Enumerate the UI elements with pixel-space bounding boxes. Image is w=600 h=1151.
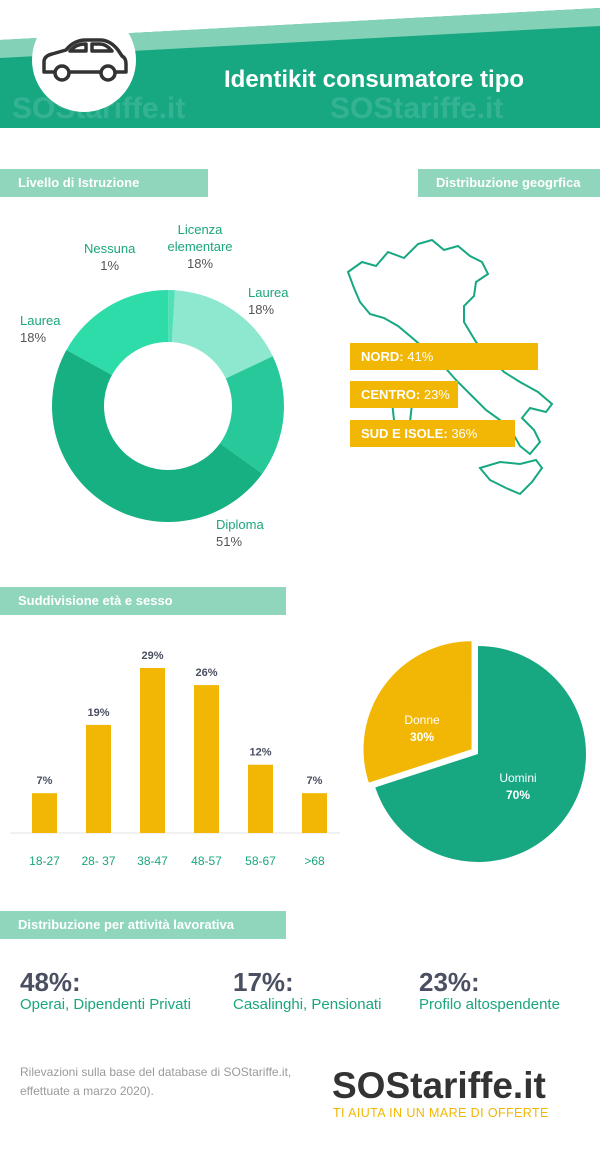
bar-category-label-2: 38-47 [137, 854, 168, 868]
work-desc-2: Casalinghi, Pensionati [233, 996, 382, 1013]
donut-slice-0 [66, 290, 169, 376]
geo-bar-centro: CENTRO: 23% [350, 381, 458, 408]
footer-note-line1: Rilevazioni sulla base del database di S… [20, 1065, 292, 1079]
sostariffe-logo: SOStariffe.it TI AIUTA IN UN MARE DI OFF… [332, 1065, 549, 1120]
header-banner: SOStariffe.it SOStariffe.it [0, 8, 600, 128]
donut-slice-2 [219, 356, 284, 474]
pie-label-value-0: 70% [506, 788, 530, 802]
education-donut-chart [52, 290, 284, 522]
work-desc-3: Profilo altospendente [419, 996, 560, 1013]
section-geo-title: Distribuzione geogrfica [418, 169, 600, 197]
header-watermark-2: SOStariffe.it [330, 92, 503, 125]
donut-slice-4 [171, 290, 273, 379]
bar-value-label-1: 19% [87, 707, 109, 719]
pie-label-name-1: Donne [404, 713, 440, 727]
pie-label-value-1: 30% [410, 730, 434, 744]
donut-label-laurea-left: Laurea 18% [20, 313, 61, 345]
bar-category-label-3: 48-57 [191, 854, 222, 868]
age-bar-chart: 7% 18-27 19% 28- 37 29% 38-47 26% 48-57 12% 58-67… [10, 650, 340, 868]
bar-5 [302, 793, 327, 833]
bar-2 [140, 668, 165, 833]
bar-value-label-3: 26% [195, 667, 217, 679]
bar-category-label-5: >68 [304, 854, 325, 868]
bar-0 [32, 793, 57, 833]
bar-4 [248, 764, 273, 833]
work-value-3: 23%: [419, 967, 480, 997]
donut-slice-1 [52, 349, 263, 522]
footer-note-line2: effettuate a marzo 2020). [20, 1084, 154, 1098]
logo-text: SOStariffe.it [332, 1065, 546, 1106]
bar-1 [86, 724, 111, 833]
page-title: Identikit consumatore tipo [224, 66, 525, 93]
work-value-2: 17%: [233, 967, 294, 997]
pie-label-name-0: Uomini [499, 771, 536, 785]
donut-label-laurea-right: Laurea 18% [248, 285, 289, 317]
pie-slice-uomini [375, 646, 586, 862]
bar-category-label-4: 58-67 [245, 854, 276, 868]
sex-pie-chart: Uomini 70% Donne 30% [363, 641, 586, 862]
section-work-title: Distribuzione per attività lavorativa [0, 911, 286, 939]
geo-bar-sud: SUD E ISOLE: 36% [350, 420, 515, 447]
section-age-sex-title: Suddivisione età e sesso [0, 587, 286, 615]
bar-value-label-4: 12% [249, 747, 271, 759]
work-desc-1: Operai, Dipendenti Privati [20, 996, 191, 1013]
car-icon-badge [32, 8, 136, 112]
donut-label-diploma: Diploma 51% [216, 517, 264, 549]
work-value-1: 48%: [20, 967, 81, 997]
footer-note: Rilevazioni sulla base del database di S… [20, 1063, 291, 1101]
bar-category-label-0: 18-27 [29, 854, 60, 868]
bar-value-label-5: 7% [307, 775, 323, 787]
donut-slice-3 [168, 290, 175, 343]
pie-slice-donne [363, 641, 472, 783]
donut-label-licenza: Licenza elementare 18% [167, 222, 233, 271]
bar-value-label-0: 7% [37, 775, 53, 787]
logo-tagline: TI AIUTA IN UN MARE DI OFFERTE [333, 1106, 549, 1120]
bar-3 [194, 685, 219, 833]
section-education-title: Livello di Istruzione [0, 169, 208, 197]
bar-value-label-2: 29% [141, 650, 163, 662]
car-icon [42, 38, 128, 82]
bar-category-label-1: 28- 37 [81, 854, 115, 868]
donut-label-nessuna: Nessuna 1% [84, 241, 136, 273]
geo-bar-nord: NORD: 41% [350, 343, 538, 370]
